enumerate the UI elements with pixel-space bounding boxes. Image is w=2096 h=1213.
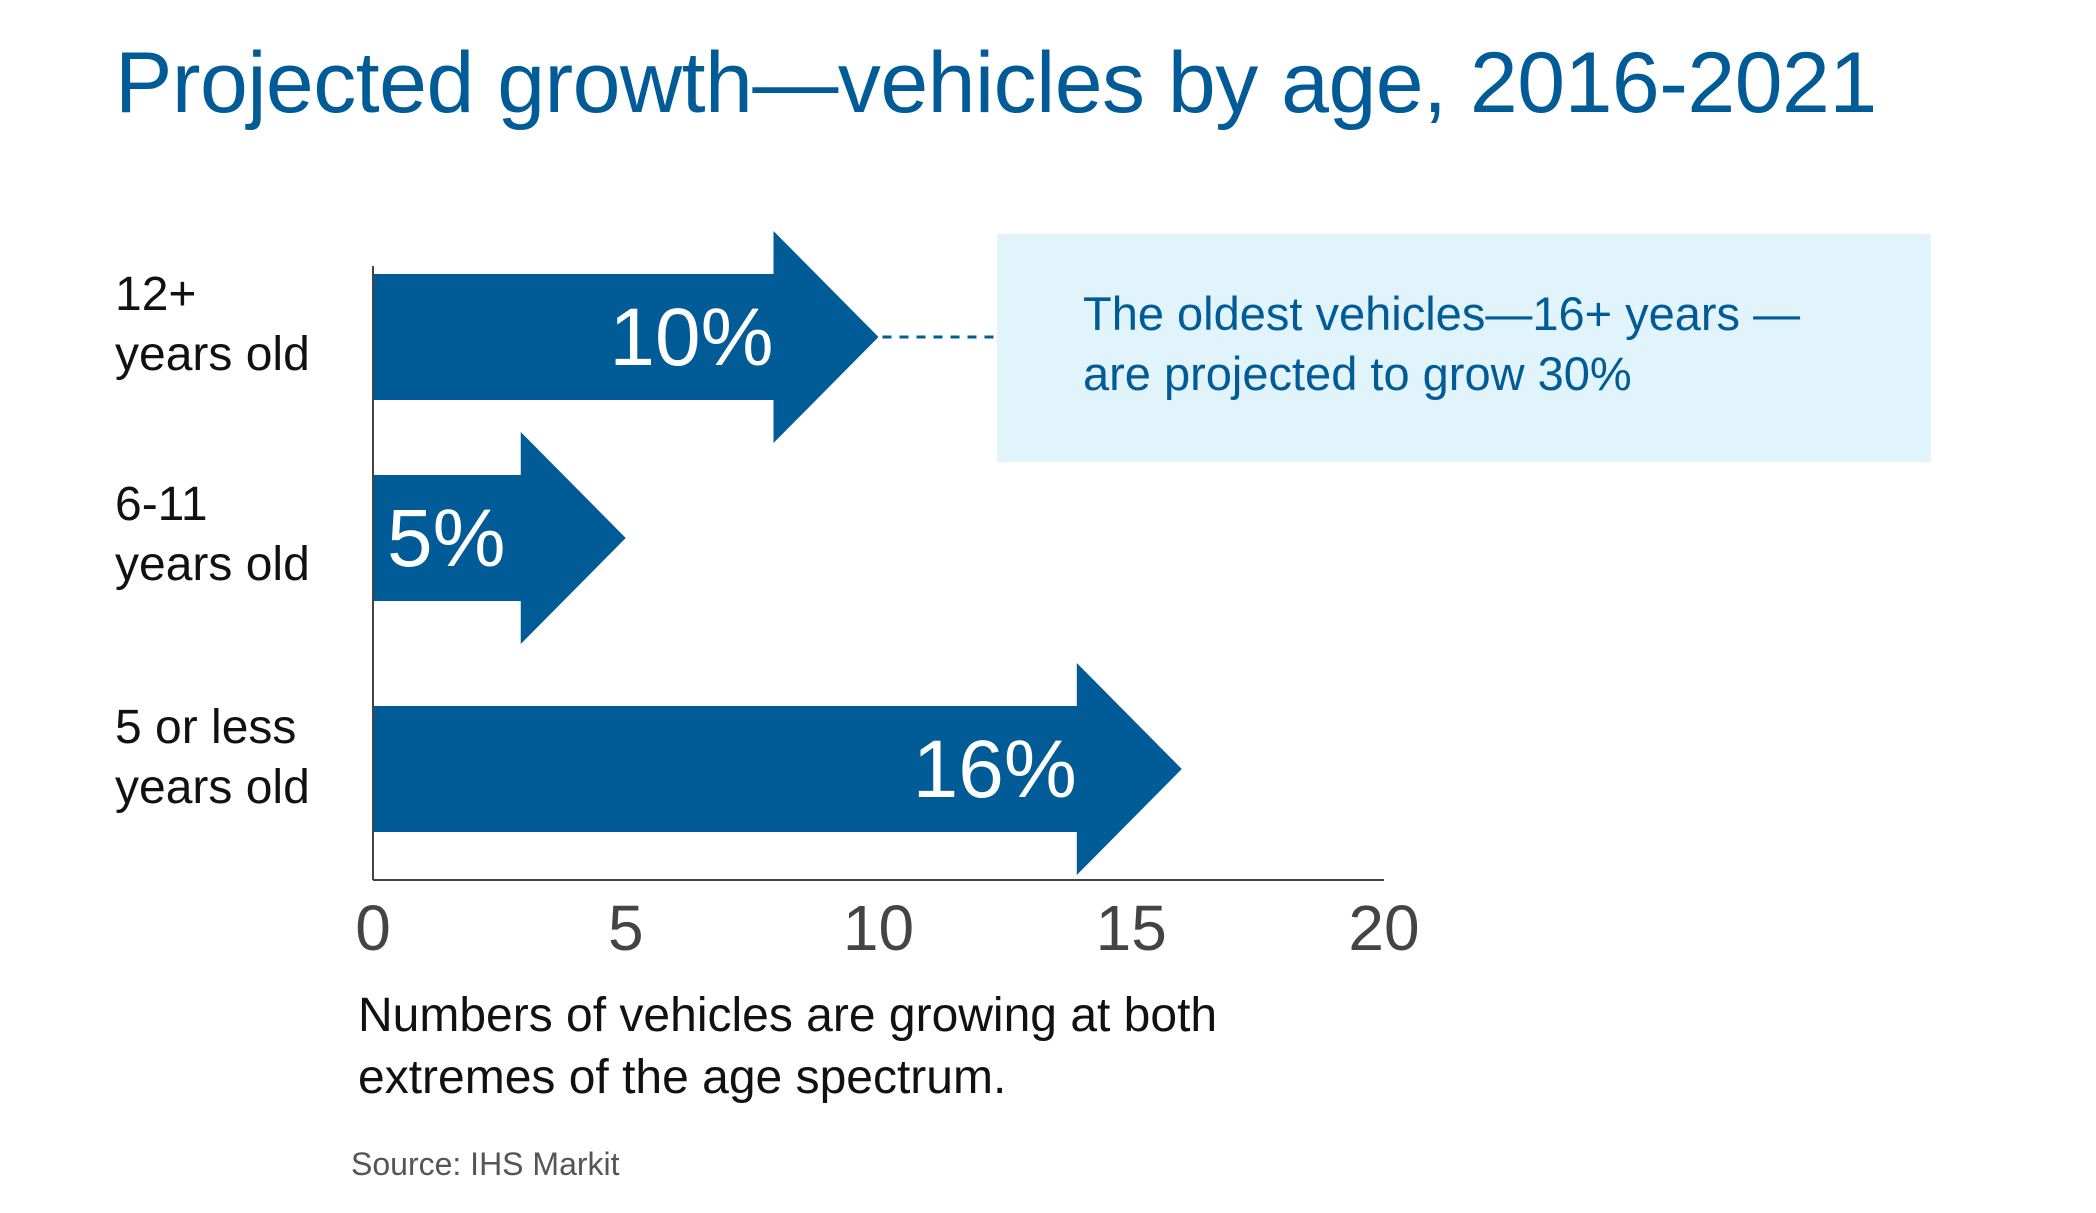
x-tick-label: 5	[608, 892, 644, 964]
annotation-line2: are projected to grow 30%	[1083, 347, 1632, 400]
category-label-12plus: 12+ years old	[115, 265, 310, 385]
source-note: Source: IHS Markit	[351, 1146, 620, 1182]
category-label-line2: years old	[115, 328, 310, 381]
x-tick-label: 0	[355, 892, 391, 964]
chart-caption: Numbers of vehicles are growing at both …	[358, 985, 1217, 1109]
category-label-line1: 6-11	[115, 478, 208, 531]
annotation-line1: The oldest vehicles—16+ years —	[1083, 287, 1801, 340]
bar-data-label: 10%	[609, 292, 773, 383]
category-label-line1: 5 or less	[115, 701, 297, 754]
annotation-box: The oldest vehicles—16+ years — are proj…	[997, 234, 1931, 462]
caption-line1: Numbers of vehicles are growing at both	[358, 989, 1218, 1042]
bar-data-label: 16%	[913, 724, 1077, 815]
category-label-line1: 12+	[115, 268, 197, 321]
category-label-line2: years old	[115, 538, 310, 591]
category-label-line2: years old	[115, 761, 310, 814]
category-label-6-11: 6-11 years old	[115, 475, 310, 595]
bar-arrow	[374, 432, 626, 644]
bar-arrow	[374, 663, 1182, 875]
x-tick-label: 10	[843, 892, 914, 964]
category-label-5-or-less: 5 or less years old	[115, 698, 310, 818]
x-tick-label: 20	[1348, 892, 1419, 964]
x-tick-label: 15	[1096, 892, 1167, 964]
bar-arrow	[374, 231, 879, 443]
caption-line2: extremes of the age spectrum.	[358, 1051, 1007, 1104]
chart-title: Projected growth—vehicles by age, 2016-2…	[115, 35, 1877, 131]
bar-data-label: 5%	[387, 493, 506, 584]
